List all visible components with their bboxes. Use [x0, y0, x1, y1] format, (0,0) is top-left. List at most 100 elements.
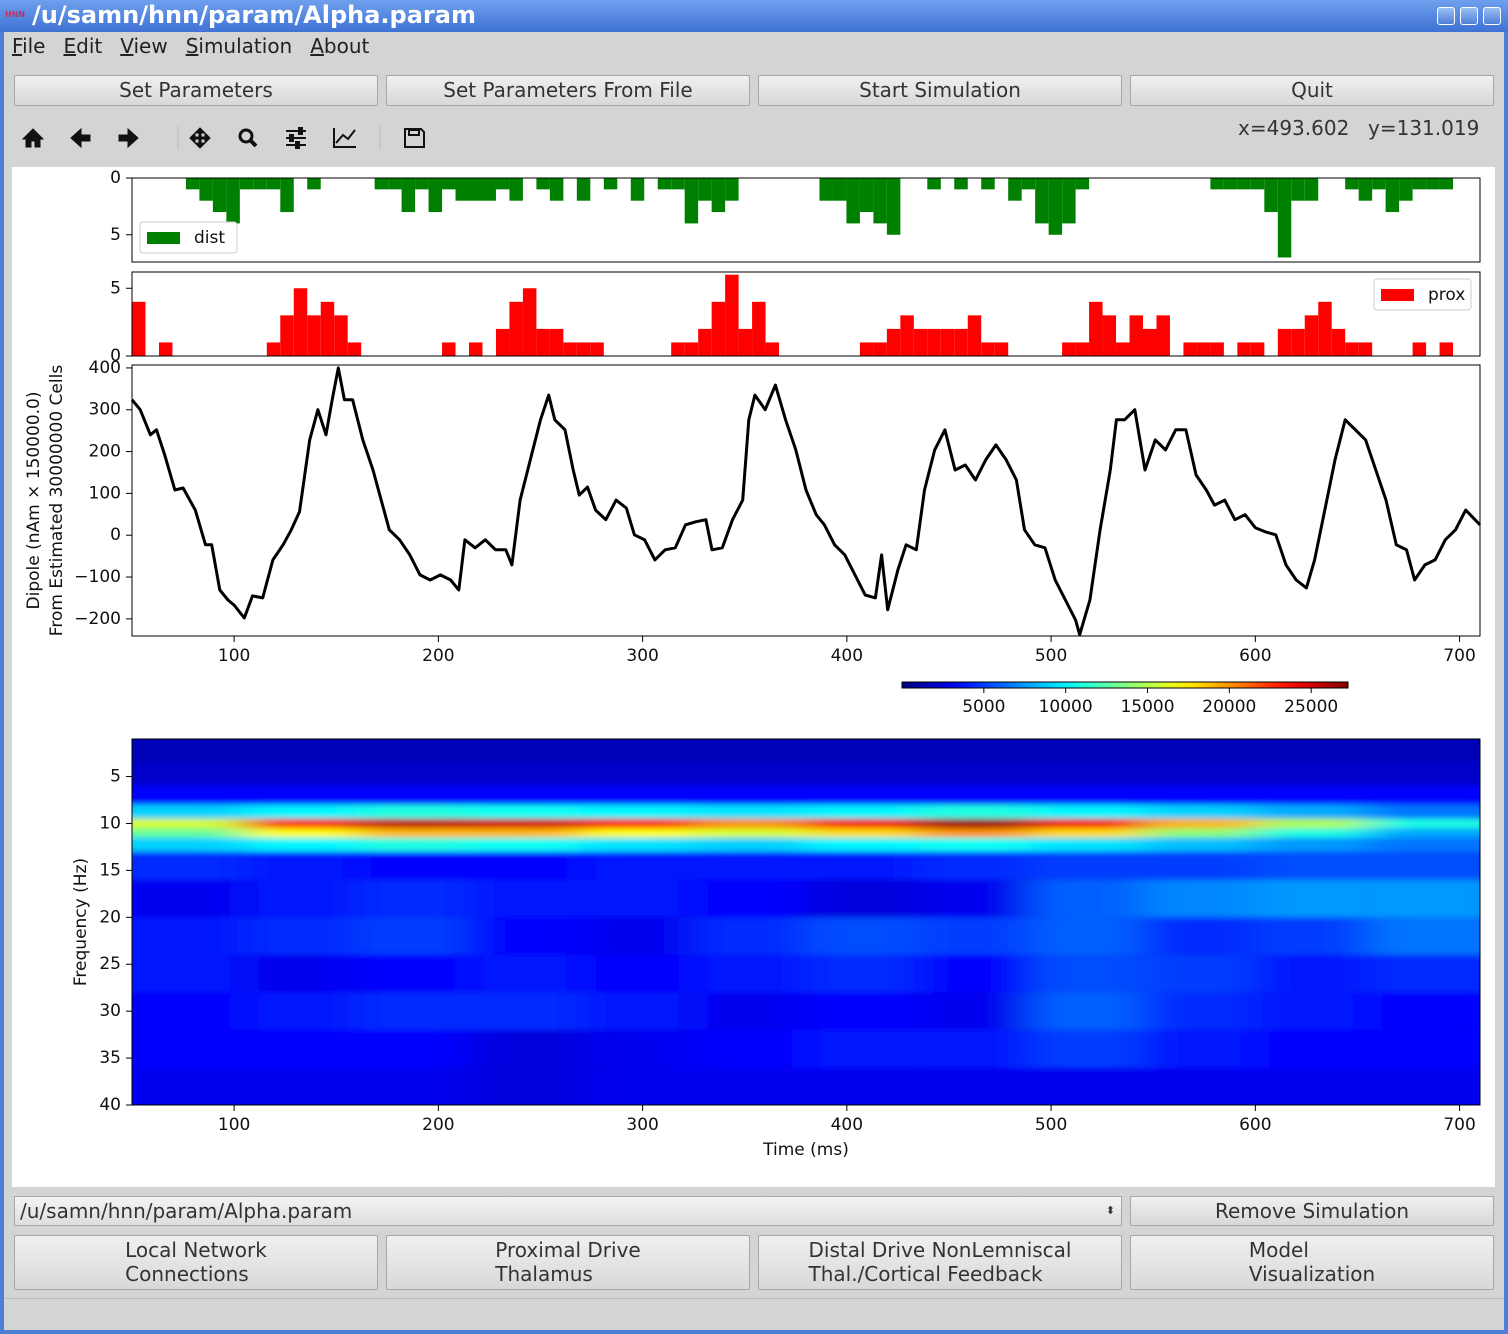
bar [1426, 178, 1440, 190]
menu-item[interactable]: Edit [63, 34, 103, 58]
heatmap-cell [1030, 818, 1143, 829]
bar [738, 328, 753, 356]
y-tick-label: 30 [99, 1001, 121, 1021]
button[interactable]: Set Parameters From File [386, 75, 750, 106]
heatmap-cell [693, 879, 806, 918]
bar [886, 178, 901, 235]
heatmap-cell [806, 762, 919, 786]
axes-icon[interactable] [333, 128, 356, 148]
maximize[interactable] [1460, 7, 1478, 25]
x-tick-label: 400 [831, 646, 863, 666]
menu-item[interactable]: Simulation [185, 34, 293, 58]
bar [1210, 178, 1224, 190]
x-tick-label: 600 [1239, 646, 1271, 666]
line: Proximal Drive [495, 1238, 641, 1262]
bar [469, 178, 483, 201]
heatmap-cell [132, 917, 245, 955]
bar [320, 301, 335, 356]
forward-icon[interactable] [118, 127, 139, 149]
bar [158, 342, 173, 356]
heatmap-cell [244, 879, 357, 918]
home-icon[interactable] [21, 128, 45, 148]
heatmap-cell [469, 1067, 582, 1105]
menu-item[interactable]: File [12, 34, 46, 58]
back-icon[interactable] [70, 127, 91, 149]
y-tick-label: 100 [89, 483, 121, 503]
zoom-icon[interactable] [238, 128, 254, 144]
heatmap-cell [918, 992, 1031, 1030]
heatmap-cell [918, 762, 1031, 786]
save-icon[interactable] [404, 128, 425, 148]
heatmap-cell [806, 851, 919, 880]
heatmap-cell [1143, 739, 1256, 763]
y-tick-label: 25 [99, 954, 121, 974]
menu-item[interactable]: View [120, 34, 168, 58]
bar [212, 178, 227, 213]
heatmap-cell [132, 879, 245, 918]
bar [428, 178, 443, 213]
heatmap-cell [1143, 828, 1256, 838]
bar [1075, 342, 1090, 356]
dialog-button[interactable]: Local Network Connections [14, 1235, 378, 1290]
heatmap-cell [1030, 1029, 1143, 1068]
app-icon: HNN [5, 10, 26, 19]
line: Local Network [125, 1238, 267, 1262]
file-select[interactable]: /u/samn/hnn/param/Alpha.param ⬍ [14, 1196, 1122, 1226]
bar [954, 328, 968, 356]
heatmap-cell [1255, 837, 1368, 852]
heatmap-cell [693, 837, 806, 852]
bar [1264, 178, 1278, 213]
line: Visualization [1248, 1262, 1376, 1286]
colorbar [901, 681, 1349, 689]
heatmap-cell [244, 954, 357, 993]
button[interactable]: Remove Simulation [1130, 1196, 1494, 1226]
line: Thal./Cortical Feedback [808, 1262, 1043, 1286]
bar [576, 342, 591, 356]
legend-box [1373, 278, 1472, 311]
heatmap-cell [1367, 785, 1480, 805]
heatmap-cell [693, 1029, 806, 1068]
heatmap-cell [1030, 804, 1143, 819]
heatmap-cell [693, 1067, 806, 1105]
bar [832, 178, 847, 201]
configure-icon[interactable] [286, 127, 306, 149]
bar [334, 315, 348, 356]
button[interactable]: Start Simulation [758, 75, 1122, 106]
heatmap-cell [469, 785, 582, 805]
bar [725, 274, 739, 356]
button[interactable]: Quit [1130, 75, 1494, 106]
x-tick-label: 100 [218, 1115, 250, 1135]
heatmap-cell [244, 917, 357, 955]
heatmap-cell [581, 851, 694, 880]
heatmap-cell [693, 992, 806, 1030]
bar [536, 178, 550, 190]
heatmap-cell [1143, 818, 1256, 829]
y-tick-label: 35 [99, 1048, 121, 1068]
dialog-button[interactable]: Proximal Drive Thalamus [386, 1235, 750, 1290]
bar [1250, 342, 1265, 356]
menu-item[interactable]: About [310, 34, 370, 58]
dialog-button[interactable]: Distal Drive NonLemniscal Thal./Cortical … [758, 1235, 1122, 1290]
heatmap-cell [806, 828, 919, 838]
heatmap-cell [1143, 1029, 1256, 1068]
heatmap-cell [918, 1029, 1031, 1068]
bar [684, 342, 699, 356]
bar [603, 178, 618, 190]
heatmap-cell [806, 992, 919, 1030]
y-tick-label: −200 [74, 609, 121, 629]
heatmap-cell [356, 954, 469, 993]
bar [1021, 178, 1036, 190]
dialog-button[interactable]: Model Visualization [1130, 1235, 1494, 1290]
heatmap-cell [1255, 851, 1368, 880]
heatmap-cell [1367, 739, 1480, 763]
minimize[interactable] [1437, 7, 1455, 25]
combo-arrow: ⬍ [1105, 1204, 1115, 1217]
bar [1277, 178, 1292, 258]
heatmap-cell [356, 879, 469, 918]
button[interactable]: Set Parameters [14, 75, 378, 106]
heatmap-cell [1255, 739, 1368, 763]
pan-icon[interactable] [189, 127, 211, 149]
close[interactable] [1483, 7, 1501, 25]
heatmap-cell [469, 804, 582, 819]
colorbar-tick-label: 25000 [1284, 697, 1338, 717]
